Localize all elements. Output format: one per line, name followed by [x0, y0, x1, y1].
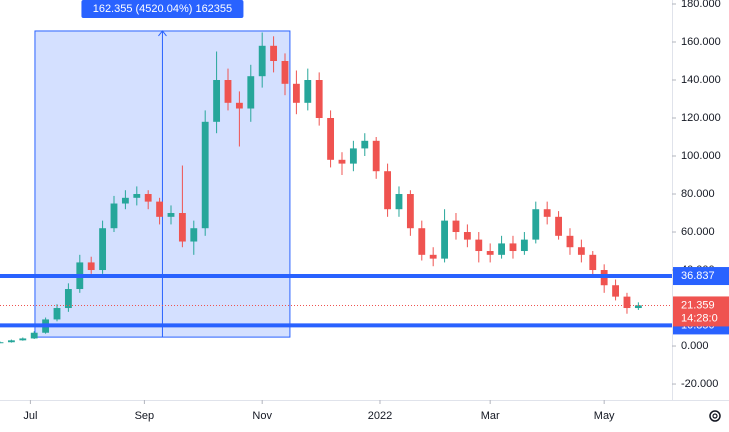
candle-body	[532, 209, 540, 240]
candle-body	[133, 194, 141, 198]
y-tick-label: 140.000	[681, 74, 721, 86]
candle-body	[429, 254, 437, 259]
candle-body	[110, 203, 118, 229]
candle-body	[623, 296, 631, 309]
candle-body	[121, 197, 129, 204]
candle-body	[498, 243, 505, 255]
gear-hub[interactable]	[712, 413, 718, 419]
candle-body	[156, 201, 164, 217]
candle-body	[87, 262, 95, 271]
candle-body	[338, 159, 346, 164]
candle-body	[190, 228, 198, 242]
y-tick-label: 160.000	[681, 36, 721, 48]
candle-body	[384, 171, 392, 210]
y-tick-label: 60.000	[681, 226, 715, 238]
level-label: 36.837	[681, 270, 715, 282]
candle-body	[486, 251, 494, 255]
candle-body	[144, 194, 152, 202]
last-price-label: 21.359	[681, 299, 715, 311]
measure-label: 162.355 (4520.04%) 162355	[93, 3, 232, 15]
candle-body	[589, 254, 597, 271]
candle-body	[258, 45, 266, 77]
measure-arrow-head	[158, 30, 167, 37]
candle-body	[543, 209, 551, 217]
candle-body	[7, 340, 15, 343]
y-tick-label: 180.000	[681, 0, 721, 10]
candle-body	[235, 102, 243, 109]
x-tick-label: Nov	[252, 410, 272, 422]
candle-body	[463, 232, 471, 240]
candle-body	[213, 80, 221, 122]
y-tick-label: -20.000	[681, 378, 718, 390]
candle-body	[19, 338, 27, 341]
y-tick-label: 100.000	[681, 150, 721, 162]
candle-body	[361, 140, 369, 149]
settings-icon[interactable]	[709, 410, 721, 422]
candle-body	[520, 239, 528, 252]
candle-body	[327, 118, 335, 160]
candle-body	[452, 220, 460, 233]
candle-body	[395, 194, 403, 210]
candle-body	[612, 285, 619, 297]
candle-body	[53, 308, 61, 320]
candle-body	[475, 239, 483, 252]
candle-body	[577, 247, 585, 255]
last-price-bg	[673, 296, 729, 327]
y-tick-label: 0.000	[681, 340, 709, 352]
candle-body	[281, 60, 289, 84]
candle-body	[634, 305, 642, 309]
candle-body	[418, 228, 426, 255]
candle-body	[270, 45, 278, 61]
candle-body	[247, 76, 255, 109]
candle-body	[349, 148, 357, 164]
candle-body	[0, 342, 4, 344]
y-tick-label: 120.000	[681, 112, 721, 124]
candle-body	[99, 228, 107, 271]
candle-body	[555, 216, 562, 236]
candle-body	[224, 80, 232, 103]
x-tick-label: Jul	[23, 410, 37, 422]
candle-body	[406, 194, 414, 229]
measure-label-bg	[81, 0, 244, 18]
candle-body	[292, 83, 300, 103]
countdown-label: 14:28:0	[681, 312, 718, 324]
x-tick-label: 2022	[368, 410, 392, 422]
candle-body	[315, 80, 323, 119]
candle-body	[304, 80, 312, 103]
level-label-bg	[673, 267, 729, 286]
x-tick-label: May	[594, 410, 615, 422]
x-tick-label: Mar	[481, 410, 500, 422]
candle-body	[201, 121, 209, 229]
gear[interactable]	[709, 410, 721, 422]
candle-body	[441, 220, 448, 259]
candle-body	[566, 235, 574, 248]
candle-body	[64, 289, 72, 309]
y-tick-label: 80.000	[681, 188, 715, 200]
candle-body	[178, 213, 186, 242]
x-tick-label: Sep	[135, 410, 155, 422]
candle-body	[372, 140, 380, 172]
candle-body	[30, 332, 38, 339]
candle-body	[167, 213, 175, 217]
candle-body	[509, 243, 517, 252]
